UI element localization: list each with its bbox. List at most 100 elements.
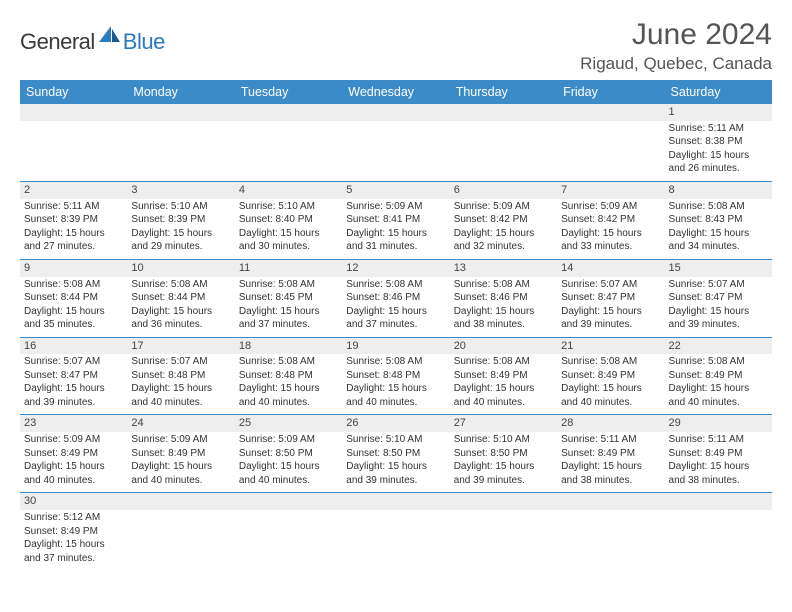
daylight-text: Daylight: 15 hours	[239, 382, 338, 396]
day-number: 27	[450, 415, 557, 432]
sunrise-text: Sunrise: 5:09 AM	[454, 200, 553, 214]
sunrise-text: Sunrise: 5:08 AM	[24, 278, 123, 292]
day-header: Wednesday	[342, 80, 449, 104]
day-cell: Sunrise: 5:08 AMSunset: 8:48 PMDaylight:…	[342, 354, 449, 415]
daylight-text: Daylight: 15 hours	[346, 227, 445, 241]
day-number: 1	[665, 104, 772, 121]
day-number: 10	[127, 259, 234, 276]
daylight-text: and 34 minutes.	[669, 240, 768, 254]
logo-text-blue: Blue	[123, 29, 165, 55]
sunrise-text: Sunrise: 5:08 AM	[454, 278, 553, 292]
sunrise-text: Sunrise: 5:10 AM	[454, 433, 553, 447]
daylight-text: Daylight: 15 hours	[669, 149, 768, 163]
daylight-text: and 37 minutes.	[346, 318, 445, 332]
day-cell: Sunrise: 5:09 AMSunset: 8:42 PMDaylight:…	[557, 199, 664, 260]
day-cell: Sunrise: 5:11 AMSunset: 8:49 PMDaylight:…	[665, 432, 772, 493]
day-number	[450, 493, 557, 510]
day-number: 8	[665, 181, 772, 198]
sunrise-text: Sunrise: 5:10 AM	[346, 433, 445, 447]
day-header: Friday	[557, 80, 664, 104]
sunset-text: Sunset: 8:45 PM	[239, 291, 338, 305]
sunrise-text: Sunrise: 5:07 AM	[561, 278, 660, 292]
day-cell: Sunrise: 5:08 AMSunset: 8:44 PMDaylight:…	[20, 277, 127, 338]
daylight-text: Daylight: 15 hours	[561, 382, 660, 396]
sunrise-text: Sunrise: 5:07 AM	[131, 355, 230, 369]
sunrise-text: Sunrise: 5:11 AM	[669, 122, 768, 136]
day-cell: Sunrise: 5:10 AMSunset: 8:40 PMDaylight:…	[235, 199, 342, 260]
day-number: 28	[557, 415, 664, 432]
sunset-text: Sunset: 8:46 PM	[454, 291, 553, 305]
daylight-text: and 39 minutes.	[561, 318, 660, 332]
day-cell: Sunrise: 5:10 AMSunset: 8:50 PMDaylight:…	[342, 432, 449, 493]
sunset-text: Sunset: 8:48 PM	[239, 369, 338, 383]
day-number	[342, 493, 449, 510]
daylight-text: Daylight: 15 hours	[561, 460, 660, 474]
daylight-text: Daylight: 15 hours	[131, 227, 230, 241]
daynum-row: 30	[20, 493, 772, 510]
day-cell: Sunrise: 5:08 AMSunset: 8:49 PMDaylight:…	[665, 354, 772, 415]
sunrise-text: Sunrise: 5:08 AM	[561, 355, 660, 369]
day-cell: Sunrise: 5:08 AMSunset: 8:48 PMDaylight:…	[235, 354, 342, 415]
sunrise-text: Sunrise: 5:09 AM	[239, 433, 338, 447]
logo: General Blue	[20, 24, 165, 59]
day-cell: Sunrise: 5:11 AMSunset: 8:49 PMDaylight:…	[557, 432, 664, 493]
daylight-text: and 32 minutes.	[454, 240, 553, 254]
sunrise-text: Sunrise: 5:08 AM	[346, 355, 445, 369]
sunset-text: Sunset: 8:38 PM	[669, 135, 768, 149]
day-cell: Sunrise: 5:09 AMSunset: 8:49 PMDaylight:…	[127, 432, 234, 493]
page-header: General Blue June 2024 Rigaud, Quebec, C…	[20, 18, 772, 74]
sunset-text: Sunset: 8:42 PM	[454, 213, 553, 227]
sunrise-text: Sunrise: 5:09 AM	[561, 200, 660, 214]
daylight-text: and 27 minutes.	[24, 240, 123, 254]
sunset-text: Sunset: 8:41 PM	[346, 213, 445, 227]
sunset-text: Sunset: 8:47 PM	[561, 291, 660, 305]
location: Rigaud, Quebec, Canada	[580, 54, 772, 74]
sunset-text: Sunset: 8:49 PM	[24, 447, 123, 461]
sunset-text: Sunset: 8:49 PM	[669, 369, 768, 383]
daylight-text: and 40 minutes.	[454, 396, 553, 410]
day-number	[557, 493, 664, 510]
sunset-text: Sunset: 8:50 PM	[454, 447, 553, 461]
sunrise-text: Sunrise: 5:09 AM	[24, 433, 123, 447]
day-header: Monday	[127, 80, 234, 104]
day-number	[665, 493, 772, 510]
daylight-text: and 39 minutes.	[669, 318, 768, 332]
daylight-text: and 26 minutes.	[669, 162, 768, 176]
day-cell: Sunrise: 5:08 AMSunset: 8:45 PMDaylight:…	[235, 277, 342, 338]
sunset-text: Sunset: 8:44 PM	[131, 291, 230, 305]
sunrise-text: Sunrise: 5:08 AM	[131, 278, 230, 292]
daylight-text: and 30 minutes.	[239, 240, 338, 254]
sunrise-text: Sunrise: 5:08 AM	[454, 355, 553, 369]
day-cell: Sunrise: 5:08 AMSunset: 8:44 PMDaylight:…	[127, 277, 234, 338]
daylight-text: Daylight: 15 hours	[239, 460, 338, 474]
sunrise-text: Sunrise: 5:11 AM	[24, 200, 123, 214]
daylight-text: and 40 minutes.	[131, 396, 230, 410]
day-cell	[557, 121, 664, 182]
daylight-text: Daylight: 15 hours	[346, 382, 445, 396]
sunset-text: Sunset: 8:49 PM	[669, 447, 768, 461]
day-cell: Sunrise: 5:07 AMSunset: 8:47 PMDaylight:…	[20, 354, 127, 415]
day-cell: Sunrise: 5:08 AMSunset: 8:46 PMDaylight:…	[450, 277, 557, 338]
day-number	[557, 104, 664, 121]
day-number	[342, 104, 449, 121]
day-cell: Sunrise: 5:11 AMSunset: 8:39 PMDaylight:…	[20, 199, 127, 260]
daylight-text: and 35 minutes.	[24, 318, 123, 332]
day-number: 14	[557, 259, 664, 276]
sunset-text: Sunset: 8:50 PM	[346, 447, 445, 461]
sunrise-text: Sunrise: 5:08 AM	[669, 200, 768, 214]
day-cell	[127, 510, 234, 570]
daylight-text: Daylight: 15 hours	[131, 305, 230, 319]
day-number: 12	[342, 259, 449, 276]
calendar-body: 1Sunrise: 5:11 AMSunset: 8:38 PMDaylight…	[20, 104, 772, 570]
daylight-text: Daylight: 15 hours	[24, 460, 123, 474]
detail-row: Sunrise: 5:12 AMSunset: 8:49 PMDaylight:…	[20, 510, 772, 570]
daylight-text: Daylight: 15 hours	[454, 227, 553, 241]
sunrise-text: Sunrise: 5:08 AM	[239, 278, 338, 292]
day-cell: Sunrise: 5:08 AMSunset: 8:49 PMDaylight:…	[557, 354, 664, 415]
daylight-text: Daylight: 15 hours	[561, 305, 660, 319]
daylight-text: Daylight: 15 hours	[669, 382, 768, 396]
daynum-row: 16171819202122	[20, 337, 772, 354]
logo-text-general: General	[20, 29, 95, 55]
daylight-text: and 38 minutes.	[669, 474, 768, 488]
daylight-text: and 39 minutes.	[24, 396, 123, 410]
